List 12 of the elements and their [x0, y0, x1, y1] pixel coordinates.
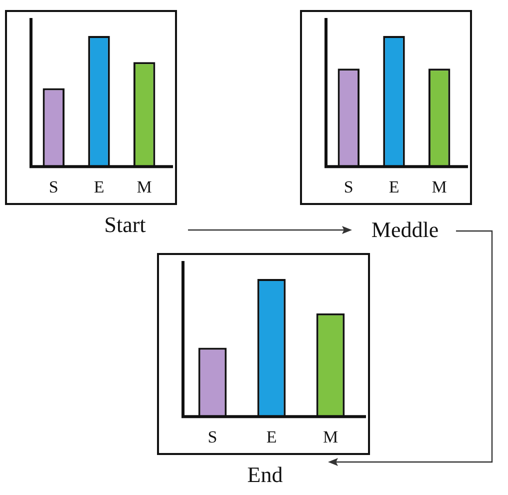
text: End	[246, 462, 284, 488]
text: Start	[103, 212, 147, 238]
x-tick-label: S	[48, 177, 58, 196]
x-tick-label: M	[322, 427, 338, 446]
x-tick-label: E	[388, 177, 400, 196]
x-tick-label: E	[266, 427, 277, 446]
x-tick-label: M	[432, 177, 447, 196]
x-tick-label: S	[344, 177, 354, 196]
x-tick-label: E	[94, 177, 104, 196]
x-tick-label: M	[136, 177, 152, 196]
text: Meddle	[370, 217, 440, 243]
x-tick-label: S	[208, 427, 218, 446]
